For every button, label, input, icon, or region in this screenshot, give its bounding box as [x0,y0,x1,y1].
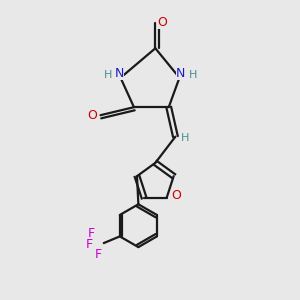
Text: F: F [85,238,93,251]
Text: H: H [103,70,112,80]
Text: O: O [88,109,98,122]
Text: N: N [115,67,124,80]
Text: N: N [176,67,185,80]
Text: F: F [88,227,95,240]
Text: O: O [171,188,181,202]
Text: F: F [95,248,102,261]
Text: H: H [189,70,198,80]
Text: H: H [181,133,189,143]
Text: O: O [157,16,167,29]
